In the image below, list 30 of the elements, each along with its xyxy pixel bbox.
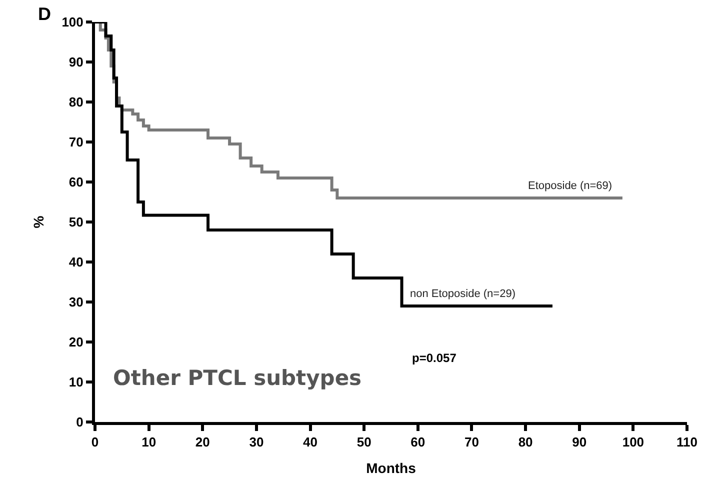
x-tick-label: 90 (572, 434, 587, 450)
x-tick-label: 20 (195, 434, 210, 450)
x-tick-label: 0 (91, 434, 99, 450)
x-tick-label: 70 (464, 434, 479, 450)
y-tick-label: 10 (68, 374, 84, 390)
series-label: non Etoposide (n=29) (410, 288, 516, 300)
y-tick-label: 80 (68, 94, 84, 110)
x-tick-label: 40 (303, 434, 318, 450)
y-tick-label: 100 (62, 14, 84, 30)
y-tick-label: 40 (68, 254, 84, 270)
annotation: p=0.057 (412, 351, 457, 365)
x-tick-label: 80 (518, 434, 533, 450)
x-tick-label: 30 (249, 434, 264, 450)
y-tick-label: 50 (68, 214, 84, 230)
y-tick-label: 90 (68, 54, 84, 70)
y-tick-label: 20 (68, 334, 84, 350)
x-tick-label: 60 (410, 434, 426, 450)
x-tick-label: 50 (356, 434, 372, 450)
text: D (38, 4, 51, 24)
x-tick-label: 110 (676, 434, 698, 450)
y-tick-label: 70 (68, 134, 84, 150)
x-tick-label: 10 (142, 434, 156, 450)
series-label: Etoposide (n=69) (528, 180, 612, 192)
y-tick-label: 60 (68, 174, 84, 190)
x-tick-label: 100 (622, 434, 644, 450)
y-tick-label: 30 (68, 294, 84, 310)
annotation: Other PTCL subtypes (113, 366, 362, 390)
x-axis-title: Months (366, 460, 416, 476)
y-axis-title: % (30, 215, 46, 228)
y-tick-label: 0 (76, 414, 84, 430)
